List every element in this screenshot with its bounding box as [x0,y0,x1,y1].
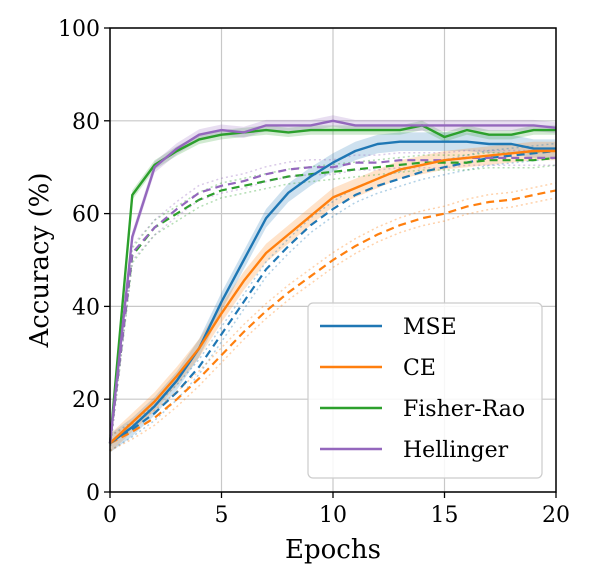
x-tick-label: 0 [103,503,117,528]
series-dotted-line [109,182,557,437]
y-tick-label: 20 [72,388,100,413]
x-tick-label: 15 [431,503,459,528]
dashed-series [108,142,557,452]
series-line [108,119,557,444]
legend-label: CE [403,356,436,381]
y-tick-label: 60 [72,203,100,228]
y-tick-label: 40 [72,295,100,320]
series-dashed-line [109,149,557,445]
series-line [108,124,556,444]
y-axis-label: Accuracy (%) [25,172,55,348]
legend-label: Fisher-Rao [403,397,525,422]
confidence-bands [110,115,556,453]
x-tick-label: 20 [542,503,570,528]
legend-box [307,302,543,479]
legend-label: MSE [403,315,457,340]
series-dashed-line [108,156,556,444]
series-dotted-line [109,197,557,452]
series-dotted-line [109,142,557,437]
series-band [110,141,556,453]
legend: MSE CE Fisher-Rao Hellinger [307,302,543,479]
series-dashed-line [109,189,557,445]
x-axis-label: Epochs [285,535,381,565]
y-tick-label: 80 [72,110,100,135]
series-line [109,140,556,445]
series-line [109,149,556,445]
solid-series [108,119,557,445]
x-tick-label: 10 [319,503,347,528]
y-tick-label: 100 [58,17,100,42]
legend-label: Hellinger [403,438,509,463]
x-tick-label: 5 [215,503,229,528]
axis-ticks: 0 5 10 15 20 0 20 40 60 80 100 [58,17,570,528]
series-dashed-line [108,156,557,444]
y-tick-label: 0 [86,481,100,506]
